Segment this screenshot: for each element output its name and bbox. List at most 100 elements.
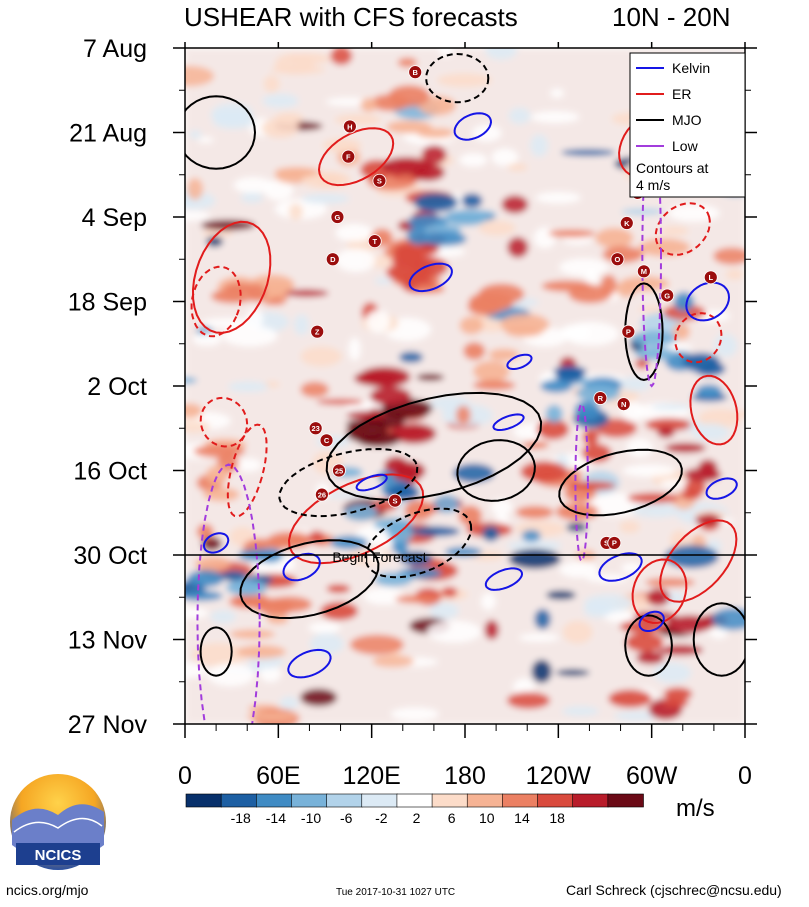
shear-patch (684, 478, 706, 496)
er-contour (190, 265, 242, 338)
storm-marker[interactable]: C (319, 433, 334, 448)
storm-symbol (607, 536, 622, 550)
storm-symbol (310, 324, 325, 339)
storm-marker[interactable]: K (619, 216, 634, 230)
legend-label: Kelvin (672, 60, 710, 76)
shear-patch (300, 346, 343, 367)
shear-patch (663, 304, 706, 321)
shear-patch (713, 333, 738, 358)
colorbar: -18 -14 -10 -6 -2 2 6 10 14 18 (185, 793, 644, 826)
shear-patch (240, 192, 264, 204)
shear-patch (490, 499, 513, 516)
shear-patch (388, 85, 430, 107)
shear-patch (478, 220, 516, 236)
storm-marker[interactable]: S (372, 173, 387, 188)
storm-marker[interactable]: F (341, 149, 356, 164)
storm-marker[interactable]: M (636, 264, 651, 279)
shear-patch (185, 210, 211, 221)
storm-label: 26 (318, 490, 326, 499)
storm-symbol (342, 119, 357, 134)
shear-patch (263, 75, 280, 93)
storm-symbol (703, 270, 718, 285)
shear-patch (287, 52, 331, 65)
shear-patch (709, 626, 728, 639)
x-tick-label: 60W (626, 762, 678, 790)
shear-patch (619, 520, 640, 534)
shear-patch (186, 177, 204, 200)
shear-patch (459, 316, 484, 335)
shear-patch (185, 376, 198, 384)
storm-marker[interactable]: L (703, 270, 718, 285)
shear-patch (335, 248, 376, 273)
shear-patch (508, 107, 531, 125)
storm-label: B (413, 68, 419, 77)
storm-label: Z (315, 327, 320, 336)
storm-marker[interactable]: P (621, 324, 636, 339)
storm-label: K (624, 219, 630, 228)
legend-box (629, 52, 746, 198)
storm-marker[interactable]: G (660, 288, 675, 303)
storm-marker[interactable]: Z (310, 324, 325, 339)
storm-symbol (367, 234, 382, 249)
shear-patch (507, 540, 562, 552)
footer-site[interactable]: ncics.org/mjo (6, 882, 89, 898)
shear-patch (222, 325, 278, 347)
storm-marker[interactable]: 25 (332, 463, 346, 478)
shear-patch (473, 360, 510, 382)
shear-patch (696, 384, 723, 399)
shear-patch (665, 442, 706, 453)
x-tick-label: 180 (444, 762, 486, 790)
shear-patch (413, 193, 459, 213)
mjo-contour (239, 539, 380, 620)
storm-marker[interactable]: 26 (314, 487, 329, 502)
y-tick-label: 7 Aug (83, 35, 147, 63)
shear-patch (320, 601, 359, 621)
shear-patch (189, 130, 202, 139)
shear-patch (665, 615, 714, 634)
shear-patch (631, 503, 681, 518)
storm-marker[interactable]: D (325, 252, 340, 267)
shear-patch (441, 586, 458, 598)
shear-patch (725, 269, 744, 280)
shear-patch (520, 461, 568, 483)
er-contour (226, 423, 268, 518)
storm-label: P (612, 539, 617, 548)
storm-marker[interactable]: P (607, 536, 622, 550)
storm-marker[interactable]: S (388, 493, 402, 508)
shear-patch (455, 405, 471, 425)
shear-patch (634, 346, 675, 361)
shear-patch (500, 313, 550, 336)
storm-marker[interactable]: T (367, 234, 382, 249)
shear-patch (550, 88, 565, 98)
storm-symbol (332, 463, 346, 478)
storm-symbol (319, 433, 334, 448)
shear-patch (507, 236, 529, 258)
shear-patch (485, 48, 518, 60)
y-tick-label: 13 Nov (68, 627, 148, 655)
shear-patch (581, 443, 612, 463)
shear-patch (459, 153, 488, 167)
storm-marker[interactable]: 23 (308, 421, 323, 436)
storm-marker[interactable]: O (610, 252, 625, 267)
storm-marker[interactable]: G (330, 210, 345, 224)
mjo-contour (558, 448, 683, 517)
storm-symbol (660, 288, 675, 303)
colorbar-swatch (185, 793, 222, 808)
storm-marker[interactable]: R (593, 391, 608, 405)
colorbar-swatch (537, 793, 574, 808)
shear-patch (453, 209, 497, 219)
shear-patch (636, 651, 665, 665)
shear-patch (540, 379, 573, 393)
storm-marker[interactable]: H (342, 119, 357, 134)
shear-patch (221, 570, 247, 582)
shear-patch (562, 706, 599, 717)
shear-patch (546, 590, 576, 600)
shear-patch (261, 118, 299, 138)
shear-patch (662, 698, 689, 708)
x-tick-label: 0 (738, 762, 752, 790)
shear-patch (595, 227, 634, 249)
legend: Kelvin ER MJO Low Contours at4 m/s (629, 52, 746, 198)
storm-marker[interactable]: N (616, 397, 631, 412)
shear-patch (711, 607, 745, 631)
storm-marker[interactable]: B (408, 65, 423, 80)
